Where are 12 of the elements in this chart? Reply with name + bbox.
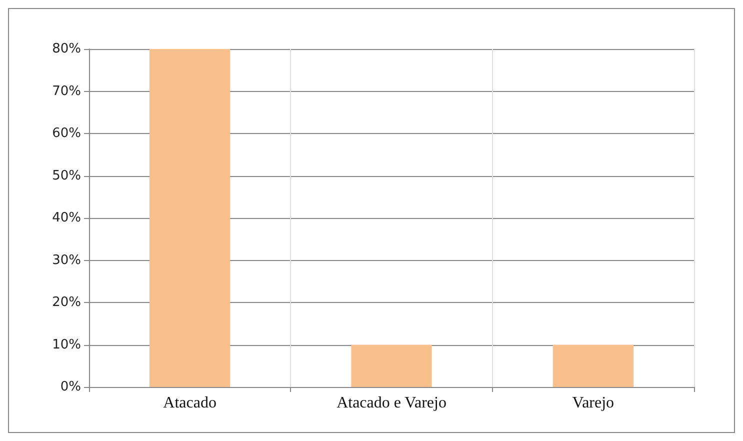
x-tick-label: Atacado e Varejo <box>336 394 446 412</box>
y-tick-label: 0% <box>60 380 81 394</box>
y-tick-label: 30% <box>52 252 81 268</box>
y-tick-label: 70% <box>52 84 81 99</box>
y-tick-label: 40% <box>52 210 81 226</box>
x-tick-label: Varejo <box>572 394 614 412</box>
y-tick-label: 50% <box>52 168 81 184</box>
y-tick-label: 60% <box>52 126 81 141</box>
x-tick-label: Atacado <box>163 394 216 412</box>
y-tick-label: 80% <box>52 42 81 56</box>
y-tick-label: 10% <box>52 337 81 352</box>
y-tick-label: 20% <box>52 295 81 310</box>
